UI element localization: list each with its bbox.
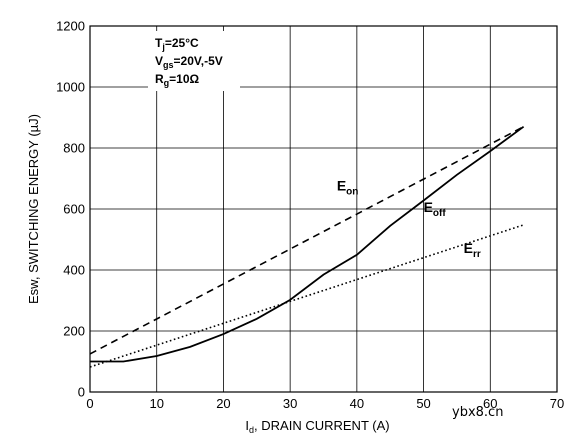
- y-tick-label: 400: [63, 263, 85, 278]
- y-tick-label: 200: [63, 324, 85, 339]
- condition-line: Vgs=20V,-5V: [155, 54, 223, 70]
- y-tick-label: 800: [63, 141, 85, 156]
- y-tick-label: 1200: [56, 19, 85, 34]
- x-axis-ticks: 0 10 20 30 40 50 60 70: [86, 396, 564, 411]
- series-label-err: Err: [464, 240, 481, 260]
- series-label-eoff: Eoff: [424, 199, 447, 219]
- x-tick-label: 70: [550, 396, 564, 411]
- conditions-background: [148, 31, 240, 91]
- x-tick-label: 60: [483, 396, 497, 411]
- y-tick-label: 0: [78, 385, 85, 400]
- x-tick-label: 30: [283, 396, 297, 411]
- x-tick-label: 40: [350, 396, 364, 411]
- condition-line: Tj=25°C: [155, 36, 199, 52]
- series-lines: [89, 125, 525, 368]
- plot-frame: [89, 25, 558, 393]
- series-label-eon: Eon: [337, 178, 359, 198]
- y-tick-label: 600: [63, 202, 85, 217]
- x-tick-label: 20: [216, 396, 230, 411]
- x-axis-label: Id, DRAIN CURRENT (A): [245, 418, 389, 435]
- y-axis-label: Esw, SWITCHING ENERGY (µJ): [26, 114, 41, 304]
- watermark: ybx8.cn: [452, 405, 503, 420]
- series-line-eon: [89, 125, 524, 355]
- condition-line: Rg=10Ω: [155, 72, 200, 88]
- y-axis-ticks: 0 200 400 600 800 1000 1200: [56, 19, 85, 400]
- series-line-err: [89, 224, 524, 368]
- y-tick-label: 1000: [56, 80, 85, 95]
- test-conditions: Tj=25°C Vgs=20V,-5V Rg=10Ω: [148, 31, 240, 91]
- x-tick-label: 50: [416, 396, 430, 411]
- series-line-eoff: [90, 125, 525, 363]
- x-tick-label: 10: [149, 396, 163, 411]
- x-tick-label: 0: [86, 396, 93, 411]
- series-labels: Eon Eoff Err: [337, 178, 481, 261]
